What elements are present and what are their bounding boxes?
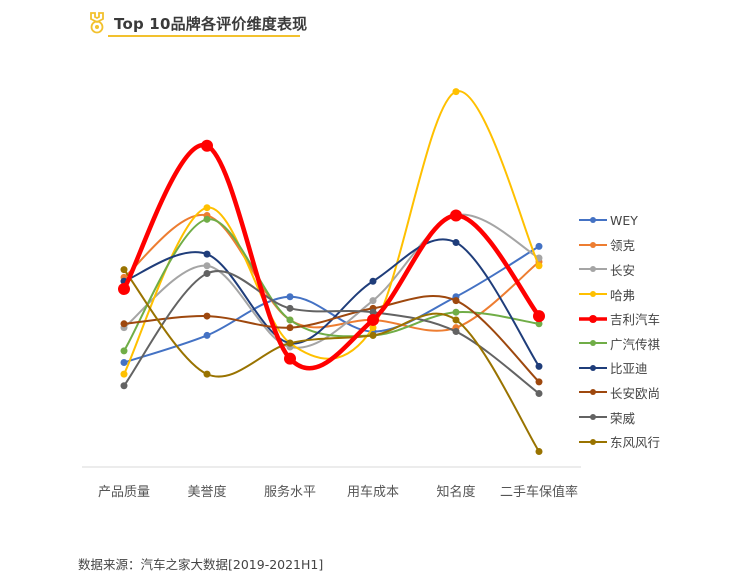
series-东风风行 <box>120 266 543 456</box>
legend-label: 长安 <box>610 262 636 278</box>
data-point <box>203 312 211 320</box>
chart-title: Top 10品牌各评价维度表现 <box>114 14 308 33</box>
x-axis-label: 用车成本 <box>346 485 400 500</box>
legend-item: 荣威 <box>578 405 660 430</box>
data-point <box>452 328 460 336</box>
data-point <box>203 262 211 270</box>
legend-label: 荣威 <box>610 410 636 426</box>
data-point <box>367 313 379 326</box>
data-point <box>369 308 377 316</box>
x-axis-label: 产品质量 <box>97 485 151 500</box>
data-point <box>369 277 377 285</box>
data-source-note: 数据来源：汽车之家大数据[2019-2021H1] <box>78 557 324 572</box>
data-point <box>286 304 294 312</box>
data-point <box>286 324 294 332</box>
data-point <box>452 316 460 324</box>
legend-item: 比亚迪 <box>578 356 660 381</box>
legend-swatch-icon <box>579 389 607 396</box>
series-比亚迪 <box>120 238 543 370</box>
data-point <box>118 282 130 295</box>
legend-swatch-icon <box>579 217 607 224</box>
data-point <box>201 139 213 152</box>
data-point <box>533 310 545 323</box>
legend-label: 东风风行 <box>610 435 661 451</box>
data-point <box>369 331 377 339</box>
series-吉利汽车 <box>118 139 545 371</box>
data-point <box>286 316 294 324</box>
legend-label: 领克 <box>610 238 636 254</box>
legend-swatch-icon <box>579 291 607 298</box>
x-axis-labels: 产品质量 美誉度 服务水平 用车成本 知名度 二手车保值率 <box>0 481 744 501</box>
x-axis-label: 美誉度 <box>187 485 227 500</box>
data-point <box>369 297 377 305</box>
legend-swatch-icon <box>579 364 607 371</box>
data-point <box>452 88 460 96</box>
x-axis-label: 二手车保值率 <box>499 485 579 500</box>
data-point <box>120 320 128 328</box>
data-point <box>535 320 543 328</box>
data-point <box>452 297 460 305</box>
data-point <box>203 215 211 223</box>
data-point <box>286 339 294 347</box>
legend-item: 广汽传祺 <box>578 331 660 356</box>
data-point <box>286 293 294 301</box>
title-underline <box>108 35 300 37</box>
data-point <box>535 362 543 370</box>
data-point <box>120 370 128 378</box>
chart-title-bar: Top 10品牌各评价维度表现 <box>88 8 307 38</box>
legend-swatch-icon <box>579 314 607 323</box>
data-point <box>203 204 211 212</box>
legend-item: 领克 <box>578 233 660 258</box>
legend-swatch-icon <box>579 241 607 248</box>
legend-swatch-icon <box>579 438 607 445</box>
legend-item: 哈弗 <box>578 282 660 307</box>
data-point <box>284 352 296 365</box>
legend-swatch-icon <box>579 340 607 347</box>
legend-label: 比亚迪 <box>610 361 648 377</box>
data-point <box>203 370 211 378</box>
data-point <box>369 324 377 332</box>
data-point <box>203 250 211 258</box>
x-axis-label: 知名度 <box>436 485 476 500</box>
data-point <box>535 448 543 456</box>
legend-label: 广汽传祺 <box>610 336 661 352</box>
legend-label: 长安欧尚 <box>610 385 661 401</box>
data-point <box>535 389 543 397</box>
series-荣威 <box>120 270 543 397</box>
data-point <box>452 239 460 247</box>
legend-item: 吉利汽车 <box>578 306 660 331</box>
series-长安欧尚 <box>120 295 543 386</box>
legend-item: 东风风行 <box>578 429 660 454</box>
data-point <box>203 270 211 277</box>
legend-label: 哈弗 <box>610 287 636 303</box>
series-广汽传祺 <box>120 215 543 355</box>
medal-icon <box>90 12 104 34</box>
legend-item: 长安欧尚 <box>578 380 660 405</box>
x-axis-label: 服务水平 <box>263 485 317 500</box>
data-point <box>120 359 128 367</box>
data-point <box>120 347 128 355</box>
legend-swatch-icon <box>579 414 607 421</box>
data-point <box>535 262 543 270</box>
chart-legend: WEY 领克长安哈弗吉利汽车广汽传祺比亚迪长安欧尚荣威东风风行 <box>578 208 660 454</box>
legend-swatch-icon <box>579 266 607 273</box>
data-point <box>120 382 128 390</box>
legend-label: 吉利汽车 <box>610 312 661 328</box>
data-point <box>203 331 211 339</box>
legend-label: WEY <box>610 212 638 228</box>
data-point <box>535 378 543 386</box>
legend-item: 长安 <box>578 257 660 282</box>
data-point <box>535 242 543 250</box>
legend-item: WEY <box>578 208 660 233</box>
data-point <box>452 308 460 316</box>
data-point <box>120 266 128 274</box>
data-point <box>450 209 462 222</box>
